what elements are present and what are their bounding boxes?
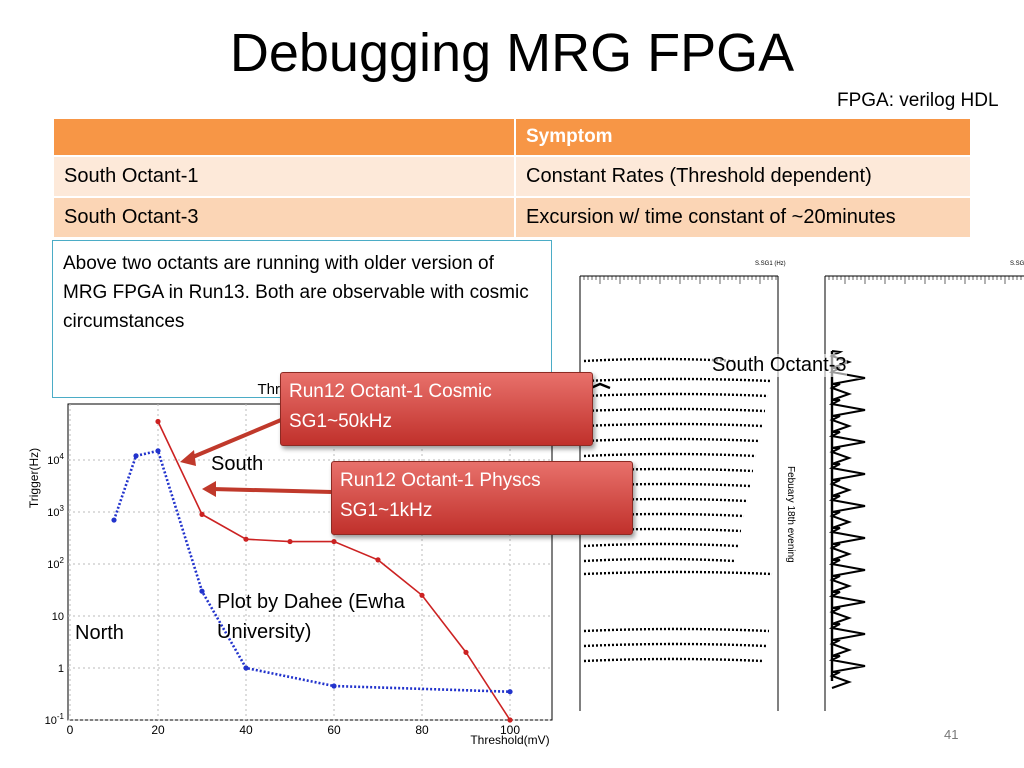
x-axis-label: Threshold(mV) [470,733,549,747]
plot-credit-line: University) [217,621,312,643]
north-label: North [75,622,124,644]
strip-trace [583,452,757,458]
strip-trace [828,350,866,689]
chart-series [111,418,513,723]
strip-trace [583,627,770,633]
table-header-cell: Symptom [514,117,972,157]
x-tick-label: 40 [239,723,253,737]
plot-frame [67,403,553,721]
x-tick-label: 80 [415,723,429,737]
y-tick-label: 1 [58,663,64,675]
strip-trace [583,407,766,413]
x-tick-label: 60 [327,723,341,737]
data-point [199,588,205,594]
table-header-cell [52,117,516,157]
data-point [419,592,425,598]
south-octant3-label: South Octant-3 [712,354,847,377]
data-point [507,689,513,695]
x-tick-label: 20 [151,723,165,737]
slide-title: Debugging MRG FPGA [229,23,795,83]
table-cell: Excursion w/ time constant of ~20minutes [514,196,972,239]
threshold-scan-chart: Threshold Scan 02040608010010-1110102103… [27,381,553,747]
data-point [463,649,469,655]
strip-traces [583,350,866,689]
plot-credit: Plot by Dahee (Ewha University) [217,587,405,647]
strip-trace [583,512,745,518]
strip-chart-title: S.SG1 (Hz) [755,261,786,267]
page-number: 41 [944,727,959,742]
strip-trace [583,497,748,503]
strip-trace [583,657,764,663]
data-point [331,683,337,689]
x-tick-label: 100 [500,723,520,737]
strip-trace [583,392,769,398]
data-point [507,717,513,723]
strip-chart: S.SG1 (Hz) S.SG1 (Hz) Febuary 18th eveni… [579,261,1024,711]
callout-physics: Run12 Octant-1 Physcs SG1~1kHz [331,461,633,535]
data-point [243,665,249,671]
callout-line: Run12 Octant-1 Cosmic [289,381,492,402]
y-tick-label: 103 [47,504,64,519]
strip-trace [583,570,773,576]
table-cell: South Octant-3 [52,196,516,239]
y-tick-label: 10 [52,611,64,623]
table-row: South Octant-3 Excursion w/ time constan… [52,196,972,239]
data-point [133,453,139,459]
plot-credit-line: Plot by Dahee (Ewha [217,591,405,613]
strip-chart-title: S.SG1 (Hz) [1010,261,1024,267]
data-point [199,511,205,517]
table-row: South Octant-1 Constant Rates (Threshold… [52,155,972,198]
strip-trace [583,557,736,563]
strip-trace [583,542,739,548]
strip-trace [583,377,772,383]
y-tick-label: 104 [47,452,64,467]
callout-line: SG1~50kHz [289,411,392,432]
data-point [155,418,161,425]
data-point [243,536,249,542]
callout-cosmic: Run12 Octant-1 Cosmic SG1~50kHz [280,372,593,446]
strip-ticks [579,276,1022,284]
table-cell: Constant Rates (Threshold dependent) [514,155,972,198]
data-point [287,538,293,545]
callout-line: Run12 Octant-1 Physcs [340,470,541,491]
rotated-date-label: Febuary 18th evening [785,466,796,563]
fpga-note: FPGA: verilog HDL [837,90,999,111]
note-textbox: Above two octants are running with older… [52,240,552,398]
y-tick-label: 10-1 [45,712,65,727]
table-header-row: Symptom [52,117,972,157]
table-cell: South Octant-1 [52,155,516,198]
data-point [331,538,337,545]
symptom-table: Symptom South Octant-1 Constant Rates (T… [52,117,972,239]
x-tick-label: 0 [67,723,74,737]
strip-trace [583,437,760,443]
strip-trace [583,642,767,648]
strip-trace [583,422,763,428]
callout-line: SG1~1kHz [340,500,433,521]
data-point [111,517,117,523]
chart-grid [68,404,552,721]
data-point [375,557,381,563]
south-label: South [211,453,264,475]
y-tick-label: 102 [47,556,64,571]
data-point [155,448,161,454]
y-axis-label: Trigger(Hz) [27,448,41,508]
